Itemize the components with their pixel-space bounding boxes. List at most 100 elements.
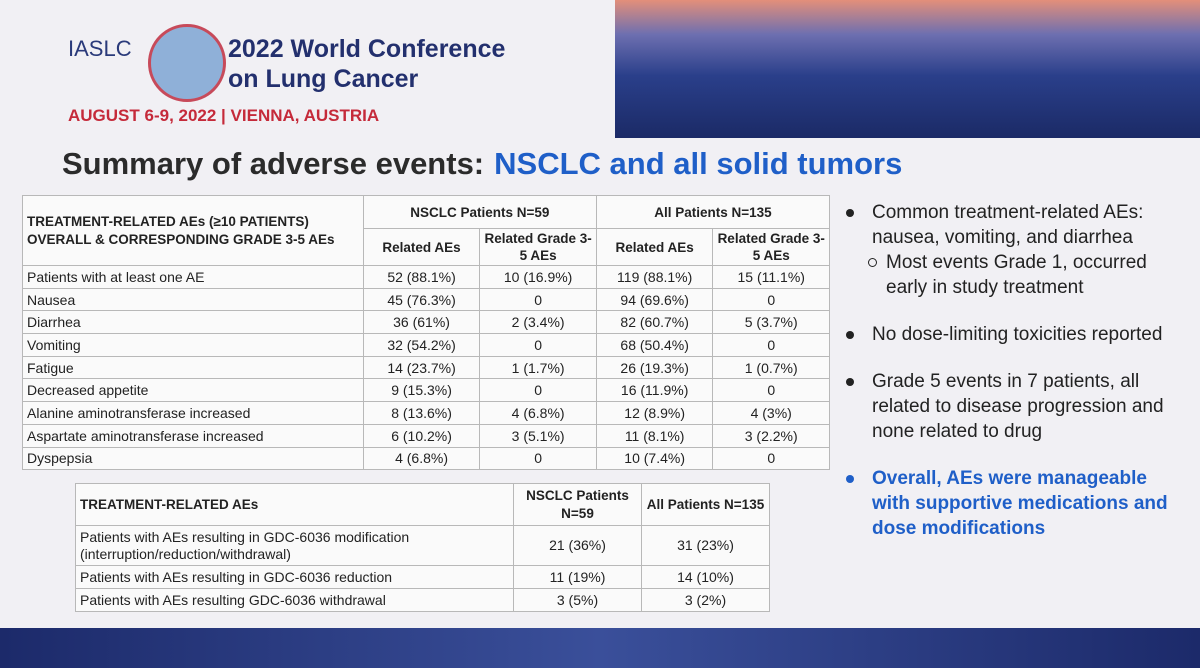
cell: Aspartate aminotransferase increased [22, 423, 364, 448]
cell: 1 (0.7%) [712, 355, 830, 380]
data-row: Patients with AEs resulting in GDC-6036 … [75, 525, 770, 566]
cell: Patients with AEs resulting in GDC-6036 … [75, 565, 514, 589]
cell: 45 (76.3%) [362, 287, 481, 312]
data-row: Patients with at least one AE 52 (88.1%) 1… [22, 265, 830, 289]
corner-line: TREATMENT-RELATED AEs (≥10 PATIENTS) [27, 213, 309, 229]
cell: 4 (3%) [712, 401, 830, 425]
cell: 119 (88.1%) [595, 265, 714, 289]
bullet-text: Overall, AEs were manageable with suppor… [872, 468, 1168, 539]
cell: 8 (13.6%) [362, 401, 481, 425]
data-row: Dyspepsia 4 (6.8%) 0 10 (7.4%) 0 [22, 446, 830, 471]
bullets: Common treatment-related AEs: nausea, vo… [842, 200, 1182, 563]
data-row: Patients with AEs resulting GDC-6036 wit… [75, 588, 770, 612]
cell: Fatigue [22, 355, 364, 380]
cell: 9 (15.3%) [362, 378, 481, 403]
cell: 0 [479, 446, 597, 471]
cell: 11 (19%) [513, 565, 642, 589]
header-cell: All Patients N=135 [641, 483, 770, 526]
subheader: Related Grade 3-5 AEs [479, 228, 597, 266]
bullet-text: No dose-limiting toxicities reported [872, 324, 1163, 345]
cell: 36 (61%) [362, 310, 481, 335]
cell: 3 (2%) [641, 588, 770, 612]
bullet: No dose-limiting toxicities reported [842, 322, 1182, 347]
cell: 15 (11.1%) [712, 265, 830, 289]
group-header: All Patients N=135 [595, 195, 831, 229]
cell: 10 (16.9%) [479, 265, 597, 289]
header-row: TREATMENT-RELATED AEs (≥10 PATIENTS) OVER… [22, 195, 831, 266]
cell: 26 (19.3%) [595, 355, 714, 380]
conf-line: 2022 World Conference [228, 35, 506, 63]
cell: 32 (54.2%) [362, 333, 481, 357]
cell: 3 (2.2%) [712, 423, 830, 448]
subheader: Related AEs [595, 228, 714, 266]
sub-bullet: Most events Grade 1, occurred early in s… [868, 250, 1182, 300]
cell: 4 (6.8%) [479, 401, 597, 425]
cell: Nausea [22, 287, 364, 312]
modification-table: TREATMENT-RELATED AEs NSCLC Patients N=59… [75, 483, 770, 612]
date: AUGUST 6-9, 2022 | VIENNA, AUSTRIA [68, 106, 380, 125]
cell: 82 (60.7%) [595, 310, 714, 335]
subheader: Related AEs [362, 228, 481, 266]
data-row: Fatigue 14 (23.7%) 1 (1.7%) 26 (19.3%) 1 (0.… [22, 355, 830, 380]
cell: 11 (8.1%) [595, 423, 714, 448]
org-name: IASLC [68, 36, 132, 61]
cell: Diarrhea [22, 310, 364, 335]
cell: 0 [712, 333, 830, 357]
bullet: Grade 5 events in 7 patients, all relate… [842, 369, 1182, 444]
cell: Patients with at least one AE [22, 265, 364, 289]
bullet-text: Grade 5 events in 7 patients, all relate… [872, 371, 1164, 442]
cell: 12 (8.9%) [595, 401, 714, 425]
bullet: Overall, AEs were manageable with suppor… [842, 466, 1182, 541]
bullet-text: Common treatment-related AEs: nausea, vo… [872, 202, 1144, 248]
title: Summary of adverse events: NSCLC and all … [62, 146, 902, 182]
data-row: Diarrhea 36 (61%) 2 (3.4%) 82 (60.7%) 5 (3.7… [22, 310, 830, 335]
header-cell: TREATMENT-RELATED AEs [75, 483, 514, 526]
cell: 14 (10%) [641, 565, 770, 589]
cell: 31 (23%) [641, 525, 770, 566]
data-row: Decreased appetite 9 (15.3%) 0 16 (11.9%) 0 [22, 378, 830, 403]
cell: Patients with AEs resulting GDC-6036 wit… [75, 588, 514, 612]
header-row: TREATMENT-RELATED AEs NSCLC Patients N=59… [75, 483, 770, 526]
corner-cell: TREATMENT-RELATED AEs (≥10 PATIENTS) OVER… [22, 195, 364, 266]
cell: 6 (10.2%) [362, 423, 481, 448]
cell: 52 (88.1%) [362, 265, 481, 289]
cell: 0 [712, 378, 830, 403]
cell: 3 (5.1%) [479, 423, 597, 448]
cell: 14 (23.7%) [362, 355, 481, 380]
cell: 1 (1.7%) [479, 355, 597, 380]
ae-table: TREATMENT-RELATED AEs (≥10 PATIENTS) OVER… [22, 195, 831, 471]
data-row: Alanine aminotransferase increased 8 (13.… [22, 401, 830, 425]
data-row: Vomiting 32 (54.2%) 0 68 (50.4%) 0 [22, 333, 830, 357]
group-header: NSCLC Patients N=59 [362, 195, 597, 229]
cell: 3 (5%) [513, 588, 642, 612]
cell: 0 [479, 333, 597, 357]
cell: Dyspepsia [22, 446, 364, 471]
cell: 68 (50.4%) [595, 333, 714, 357]
title-blue: NSCLC and all solid tumors [494, 146, 903, 181]
cell: Vomiting [22, 333, 364, 357]
data-row: Nausea 45 (76.3%) 0 94 (69.6%) 0 [22, 287, 830, 312]
cell: 16 (11.9%) [595, 378, 714, 403]
city-banner [615, 0, 1200, 138]
cell: 4 (6.8%) [362, 446, 481, 471]
conf-line: on Lung Cancer [228, 65, 419, 93]
logo [148, 24, 226, 102]
cell: 94 (69.6%) [595, 287, 714, 312]
cell: Patients with AEs resulting in GDC-6036 … [75, 525, 514, 566]
cell: Decreased appetite [22, 378, 364, 403]
header-cell: NSCLC Patients N=59 [513, 483, 642, 526]
subheader: Related Grade 3-5 AEs [712, 228, 830, 266]
data-row: Aspartate aminotransferase increased 6 (1… [22, 423, 830, 448]
cell: 2 (3.4%) [479, 310, 597, 335]
cell: 21 (36%) [513, 525, 642, 566]
data-row: Patients with AEs resulting in GDC-6036 … [75, 565, 770, 589]
cell: Alanine aminotransferase increased [22, 401, 364, 425]
conference: 2022 World Conference on Lung Cancer [228, 34, 505, 94]
bullet: Common treatment-related AEs: nausea, vo… [842, 200, 1182, 300]
cell: 0 [479, 287, 597, 312]
cell: 0 [712, 287, 830, 312]
corner-line: OVERALL & CORRESPONDING GRADE 3-5 AEs [27, 231, 335, 247]
bottom-strip [0, 628, 1200, 668]
cell: 0 [712, 446, 830, 471]
